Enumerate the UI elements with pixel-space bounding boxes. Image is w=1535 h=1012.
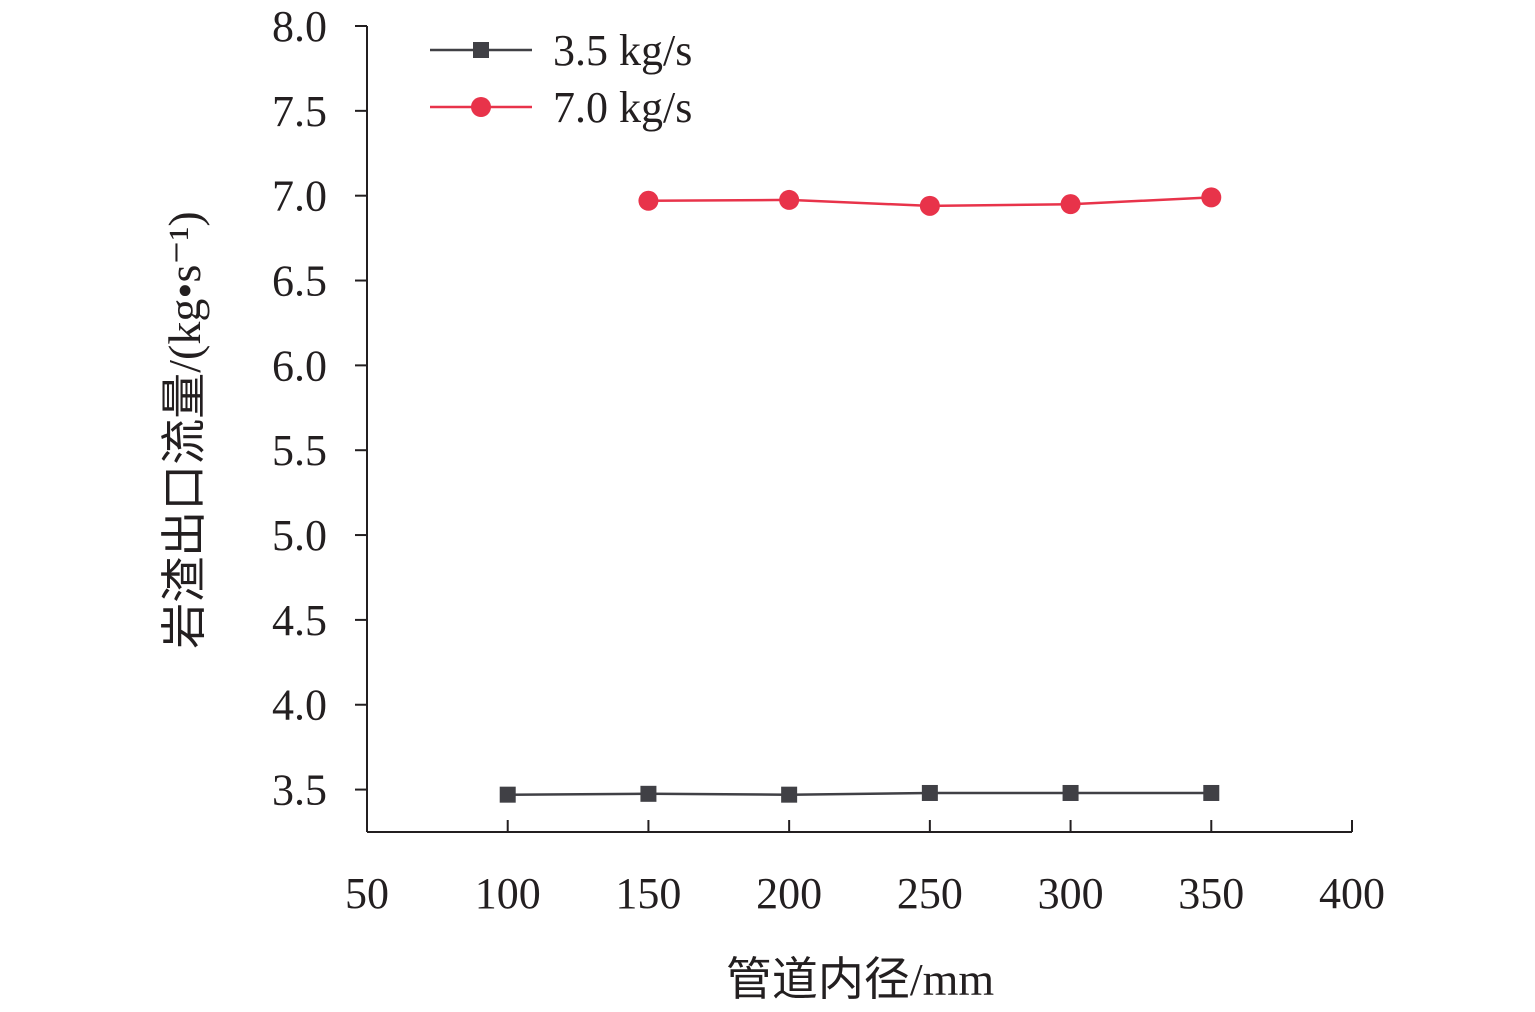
series-layer xyxy=(499,187,1222,803)
y-tick-label: 4.5 xyxy=(272,596,327,645)
x-tick-label: 350 xyxy=(1178,869,1244,918)
series-line xyxy=(507,791,1212,796)
series-1 xyxy=(499,784,1220,803)
legend: 3.5 kg/s 7.0 kg/s xyxy=(430,26,692,132)
x-axis-title: 管道内径/mm xyxy=(726,954,995,1005)
y-tick-label: 5.0 xyxy=(272,511,327,560)
data-point xyxy=(1062,784,1079,801)
y-tick-label: 7.0 xyxy=(272,172,327,221)
series-2 xyxy=(638,187,1222,216)
legend-label: 3.5 kg/s xyxy=(553,26,692,75)
data-point xyxy=(779,189,800,210)
x-tick-label: 150 xyxy=(615,869,681,918)
data-point xyxy=(1201,187,1222,208)
data-point xyxy=(638,190,659,211)
axes xyxy=(366,26,1352,833)
x-tick-label: 400 xyxy=(1319,869,1385,918)
legend-marker xyxy=(473,42,489,58)
y-tick-label: 5.5 xyxy=(272,426,327,475)
x-tick-label: 300 xyxy=(1038,869,1104,918)
data-point xyxy=(640,785,657,802)
legend-item: 7.0 kg/s xyxy=(430,83,692,132)
data-point xyxy=(1060,194,1081,215)
x-tick-label: 50 xyxy=(345,869,389,918)
y-tick-label: 6.0 xyxy=(272,341,327,390)
data-point xyxy=(921,784,938,801)
legend-item: 3.5 kg/s xyxy=(430,26,692,75)
y-tick-label: 4.0 xyxy=(272,681,327,730)
y-tick-label: 8.0 xyxy=(272,2,327,51)
y-tick-label: 6.5 xyxy=(272,257,327,306)
legend-label: 7.0 kg/s xyxy=(553,83,692,132)
y-ticks: 3.5 4.0 4.5 5.0 5.5 6.0 6.5 7.0 7.5 8.0 xyxy=(272,2,367,815)
x-ticks: 50 100 150 200 250 300 350 400 xyxy=(345,820,1385,918)
data-point xyxy=(919,195,940,216)
data-point xyxy=(781,786,798,803)
y-axis-title: 岩渣出口流量/(kg•s⁻¹) xyxy=(159,211,210,649)
x-tick-label: 200 xyxy=(756,869,822,918)
x-tick-label: 250 xyxy=(897,869,963,918)
data-point xyxy=(1203,784,1220,801)
x-tick-label: 100 xyxy=(475,869,541,918)
data-point xyxy=(499,786,516,803)
legend-marker xyxy=(471,97,491,117)
y-tick-label: 3.5 xyxy=(272,766,327,815)
y-tick-label: 7.5 xyxy=(272,87,327,136)
